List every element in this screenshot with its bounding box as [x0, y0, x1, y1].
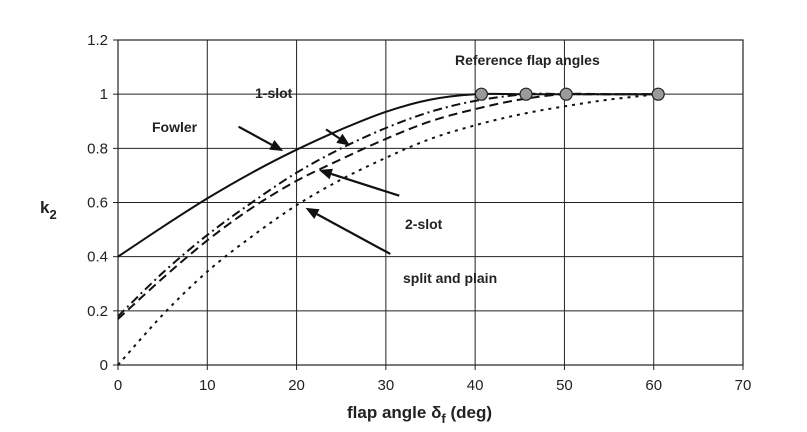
annotation-arrows — [238, 125, 400, 255]
arrow-fowler-line — [238, 125, 273, 146]
x-tick-label: 50 — [556, 377, 573, 394]
y-tick-label: 0 — [100, 357, 108, 374]
reference-flap-angle-point — [519, 87, 533, 101]
annotation-split-and-plain: split and plain — [403, 270, 497, 286]
arrow-2-slot-head — [318, 168, 333, 180]
reference-flap-angle-point — [651, 87, 665, 101]
y-tick-label: 0.2 — [87, 303, 108, 320]
series-line-1-slot — [117, 92, 654, 318]
arrow-1-slot-head — [336, 133, 351, 146]
arrow-split-and-plain-line — [316, 213, 391, 255]
x-tick-label: 70 — [735, 377, 752, 394]
x-tick-label: 0 — [114, 377, 122, 394]
x-tick-label: 20 — [288, 377, 305, 394]
y-tick-label: 0.6 — [87, 195, 108, 212]
x-tick-label: 40 — [467, 377, 484, 394]
annotation-reference-flap-angles: Reference flap angles — [455, 52, 600, 68]
reference-flap-angle-point — [559, 87, 573, 101]
tick-labels: 0 10 20 30 40 50 60 70 0 0.2 0.4 0.6 0.8 1 1.2 — [87, 32, 751, 394]
x-tick-label: 30 — [378, 377, 395, 394]
y-tick-label: 0.4 — [87, 249, 108, 266]
annotation-2-slot: 2-slot — [405, 216, 443, 232]
series-lines — [117, 92, 659, 366]
y-axis-title: k2 — [40, 198, 57, 222]
reference-flap-angle-point — [474, 87, 488, 101]
annotation-fowler: Fowler — [152, 119, 198, 135]
annotation-1-slot: 1-slot — [255, 85, 293, 101]
arrow-2-slot-line — [330, 172, 400, 197]
grid — [118, 40, 743, 365]
arrow-split-and-plain-head — [305, 207, 320, 219]
arrow-fowler-head — [269, 139, 284, 152]
x-tick-label: 60 — [645, 377, 662, 394]
x-tick-label: 10 — [199, 377, 216, 394]
y-tick-label: 0.8 — [87, 140, 108, 157]
reference-points — [474, 87, 665, 101]
y-tick-label: 1.2 — [87, 32, 108, 49]
y-tick-label: 1 — [100, 86, 108, 103]
x-axis-title: flap angle δf (deg) — [347, 403, 492, 426]
arrow-1-slot-line — [325, 128, 340, 140]
series-line-split-and-plain — [117, 93, 659, 366]
